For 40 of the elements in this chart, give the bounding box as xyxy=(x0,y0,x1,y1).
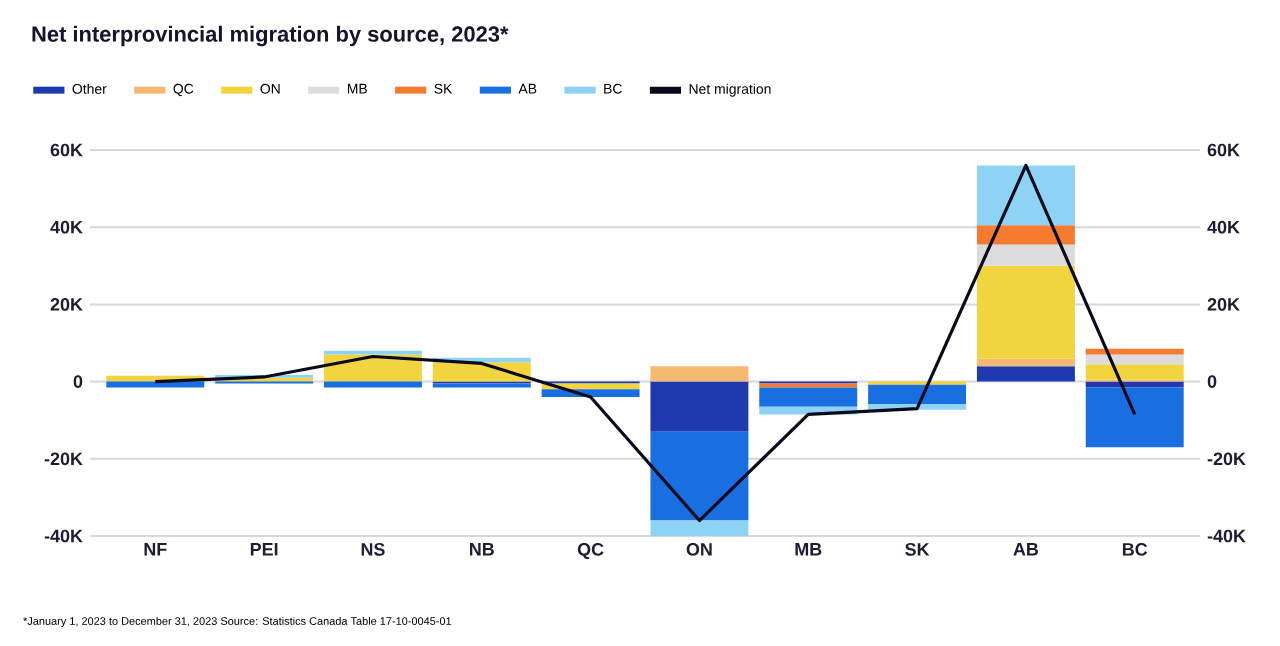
x-tick-label: SK xyxy=(905,543,930,556)
x-tick-label: MB xyxy=(795,543,822,556)
bar xyxy=(976,358,1075,367)
bar xyxy=(976,366,1075,382)
y-tick-label: 40K xyxy=(50,220,83,234)
x-tick-label: NF xyxy=(144,543,167,556)
x-tick-label: NB xyxy=(470,543,494,556)
x-tick-label: ON xyxy=(686,543,712,556)
y2-tick-label: 20K xyxy=(1207,298,1240,311)
bar xyxy=(1085,354,1184,365)
bar xyxy=(868,384,967,404)
bar xyxy=(650,366,749,382)
y-tick-label: 60K xyxy=(50,143,83,157)
x-tick-label: AB xyxy=(1013,543,1039,556)
bar xyxy=(759,387,858,407)
y2-tick-label: 0 xyxy=(1207,375,1217,388)
x-tick-label: NS xyxy=(361,543,385,556)
y-tick-label: -40K xyxy=(44,529,83,543)
y2-tick-label: -40K xyxy=(1207,529,1246,543)
bar xyxy=(650,431,749,521)
y-tick-label: 0 xyxy=(73,375,83,388)
x-tick-label: PEI xyxy=(250,543,278,556)
y2-tick-label: -20K xyxy=(1207,452,1246,466)
y-tick-label: -20K xyxy=(44,452,83,466)
bar xyxy=(1085,364,1184,380)
bar xyxy=(976,244,1075,266)
bar xyxy=(1085,348,1184,355)
line-series xyxy=(153,163,1137,523)
y2-tick-label: 60K xyxy=(1207,143,1240,157)
bar xyxy=(1085,387,1184,448)
y2-tick-label: 40K xyxy=(1207,220,1240,234)
bar xyxy=(976,265,1075,359)
x-tick-label: QC xyxy=(577,543,604,560)
chart-title: Net interprovincial migration by source, 2023* xyxy=(32,25,509,47)
bar xyxy=(650,520,749,536)
bar xyxy=(976,165,1075,226)
bar xyxy=(650,381,749,432)
bar xyxy=(976,225,1075,245)
x-tick-label: BC xyxy=(1122,543,1148,556)
y-tick-label: 20K xyxy=(50,298,83,311)
